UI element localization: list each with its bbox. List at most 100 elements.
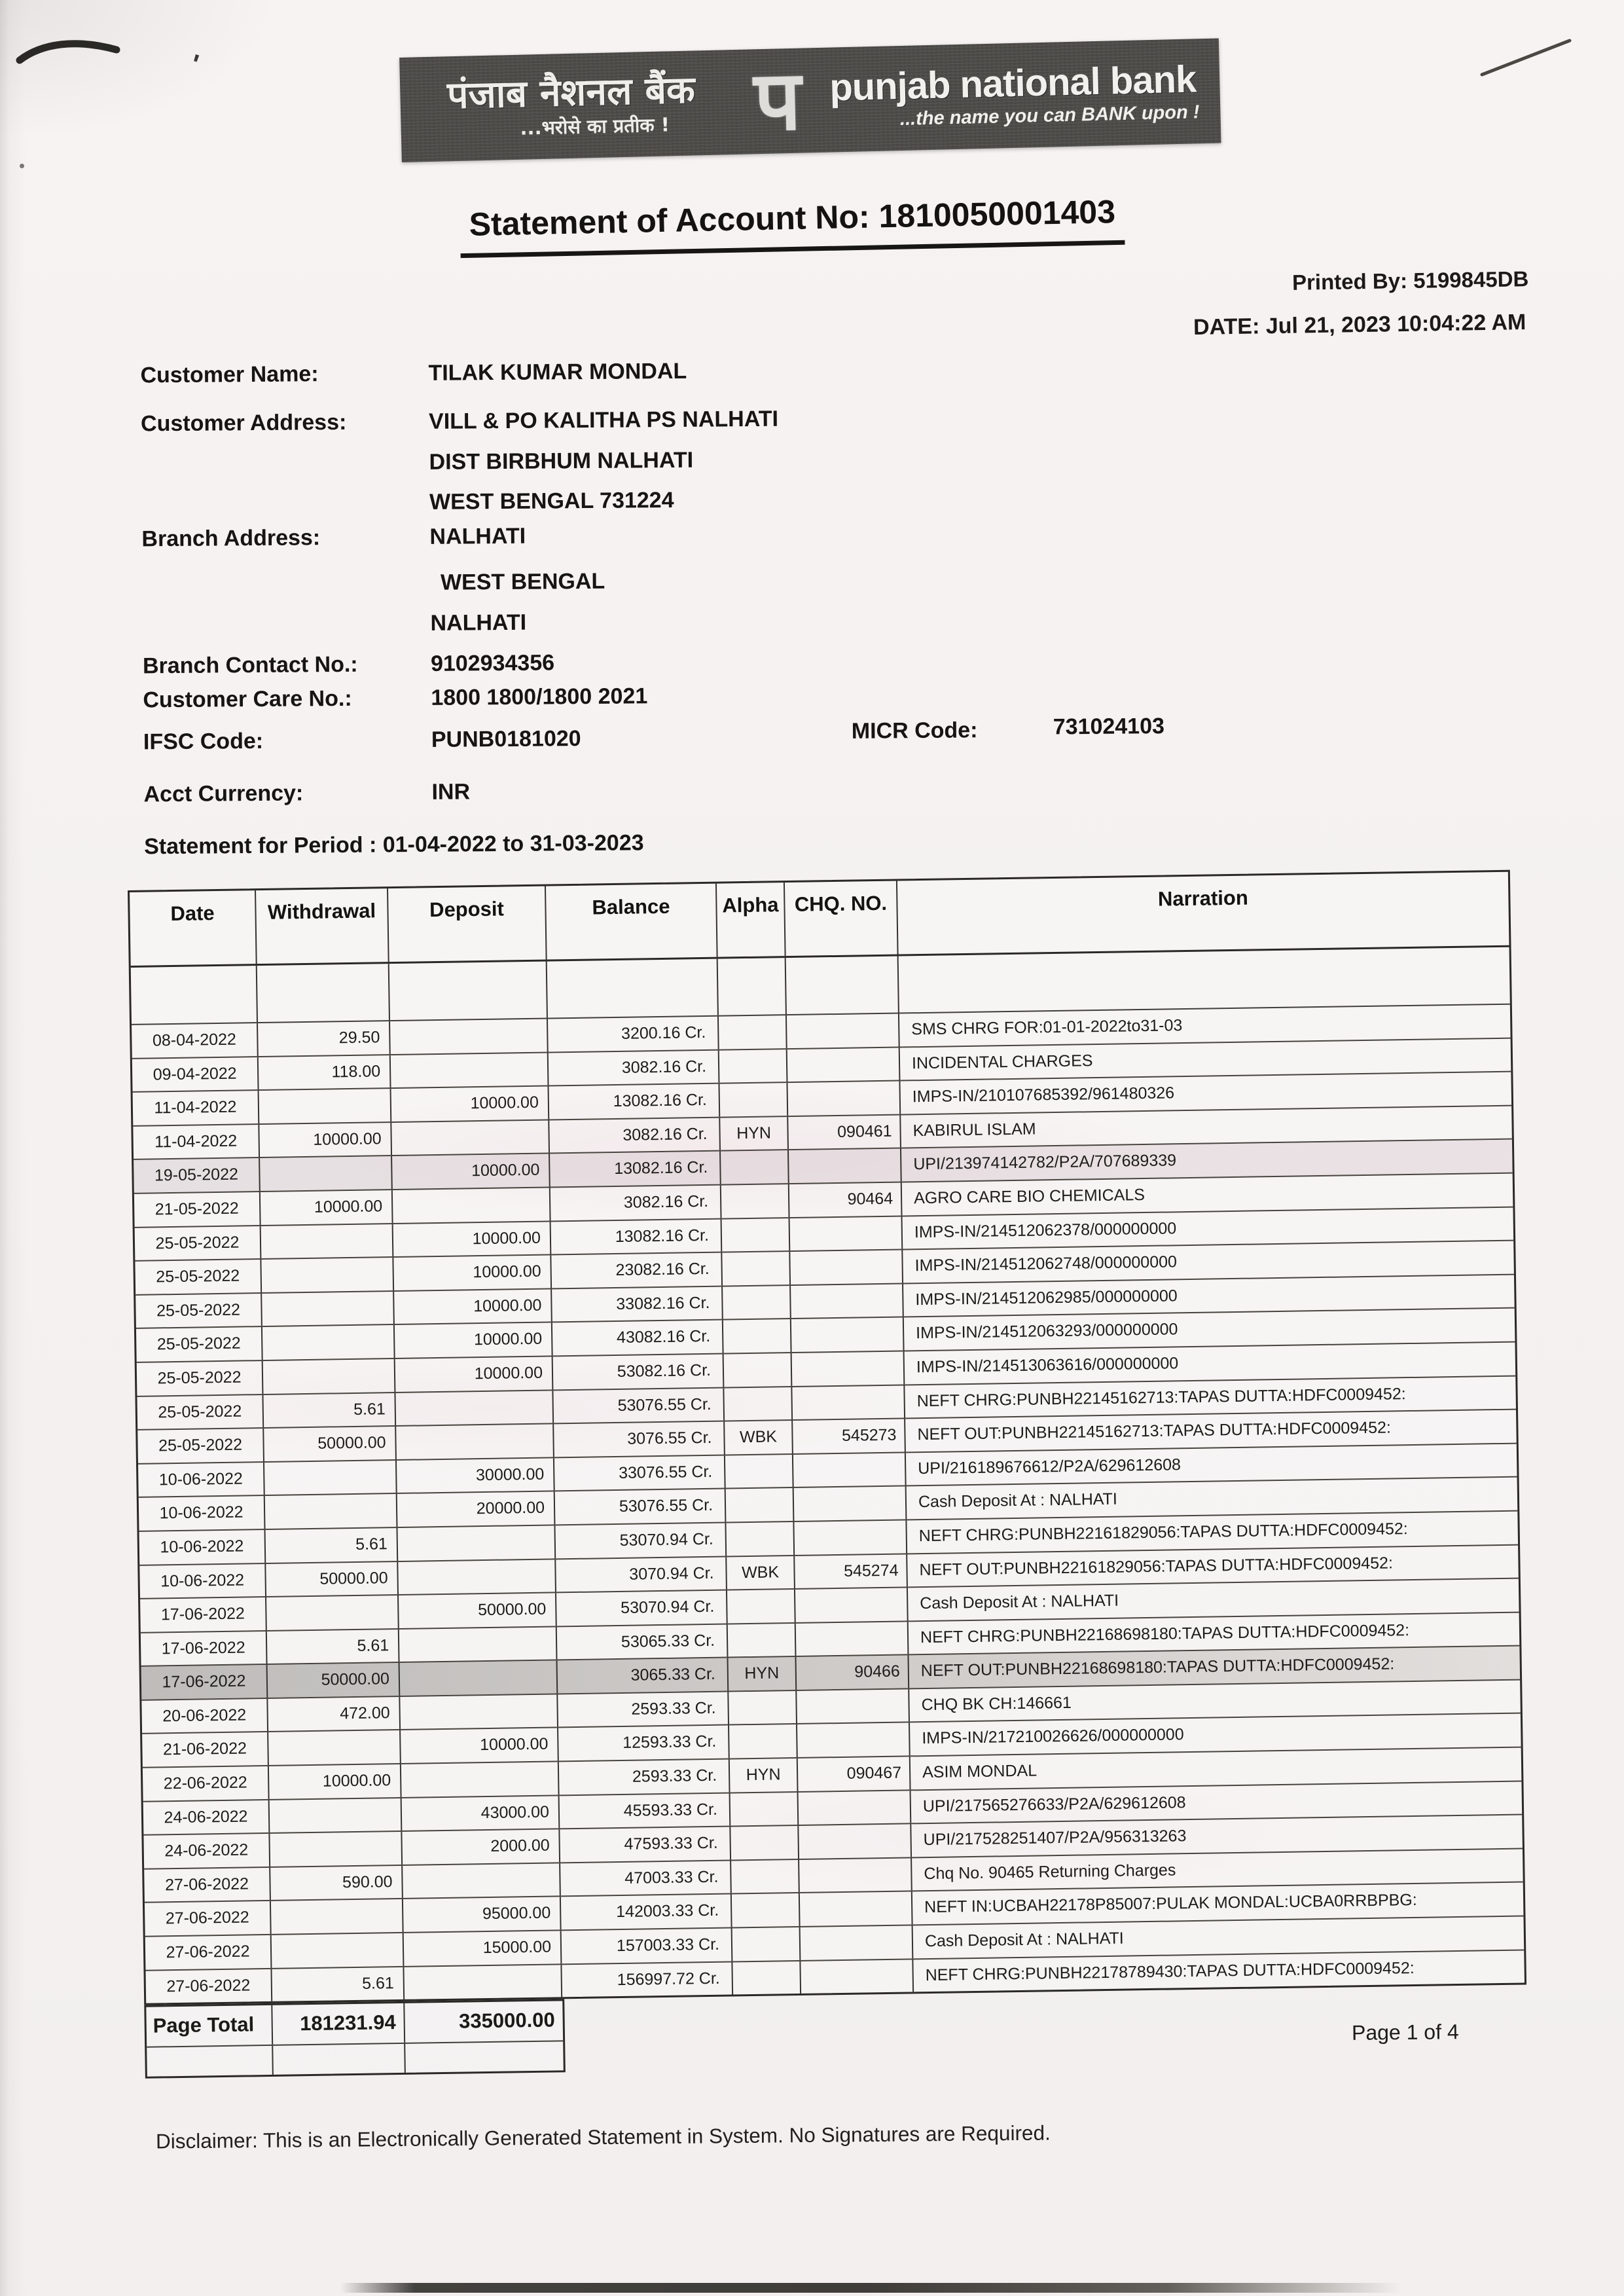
branch-address-label: Branch Address: bbox=[141, 525, 321, 552]
cell-withdrawal bbox=[264, 1494, 398, 1529]
customer-care-value: 1800 1800/1800 2021 bbox=[431, 683, 648, 710]
cell-withdrawal: 472.00 bbox=[268, 1696, 401, 1732]
cell-deposit: 95000.00 bbox=[403, 1897, 562, 1932]
customer-name-value: TILAK KUMAR MONDAL bbox=[428, 358, 687, 386]
cell-balance: 3200.16 Cr. bbox=[547, 1016, 719, 1052]
cell-date: 21-06-2022 bbox=[142, 1732, 269, 1767]
cell-deposit: 43000.00 bbox=[401, 1796, 560, 1831]
cell-alpha bbox=[731, 1826, 800, 1860]
header-date: Date bbox=[130, 890, 257, 966]
cell-chq-no bbox=[786, 1013, 900, 1048]
cell-alpha bbox=[729, 1724, 798, 1758]
cell-deposit bbox=[403, 1863, 561, 1899]
cell-date: 19-05-2022 bbox=[134, 1158, 261, 1193]
cell-deposit bbox=[396, 1424, 554, 1459]
cell-alpha bbox=[727, 1590, 796, 1624]
cell-date: 25-05-2022 bbox=[135, 1327, 263, 1362]
cell-alpha bbox=[724, 1387, 793, 1421]
cell-alpha bbox=[723, 1319, 792, 1353]
cell-balance: 156997.72 Cr. bbox=[562, 1962, 734, 1997]
cell-withdrawal bbox=[261, 1224, 394, 1259]
cell-chq-no: 90464 bbox=[789, 1182, 903, 1217]
cell-balance: 23082.16 Cr. bbox=[551, 1252, 723, 1288]
cell-date: 27-06-2022 bbox=[145, 1935, 272, 1970]
table-sheet: Date Withdrawal Deposit Balance Alpha CH… bbox=[128, 869, 1528, 2079]
cell-date: 25-05-2022 bbox=[136, 1360, 264, 1396]
customer-care-label: Customer Care No.: bbox=[143, 685, 352, 713]
cell-alpha: HYN bbox=[720, 1116, 789, 1150]
customer-name-label: Customer Name: bbox=[140, 361, 319, 388]
cell-chq-no bbox=[801, 1959, 914, 1994]
cell-balance: 33076.55 Cr. bbox=[554, 1455, 726, 1491]
cell-deposit bbox=[390, 1053, 549, 1088]
cell-chq-no: 090467 bbox=[797, 1757, 911, 1791]
cell-alpha bbox=[731, 1893, 801, 1927]
cell-alpha: HYN bbox=[728, 1657, 797, 1691]
cell-withdrawal bbox=[270, 1899, 404, 1934]
cell-chq-no bbox=[789, 1216, 903, 1251]
cell-balance: 33082.16 Cr. bbox=[552, 1286, 723, 1322]
cell-withdrawal bbox=[262, 1358, 396, 1394]
cell-withdrawal: 50000.00 bbox=[264, 1427, 397, 1461]
cell-deposit: 50000.00 bbox=[399, 1593, 557, 1628]
cell-withdrawal: 5.61 bbox=[263, 1393, 397, 1428]
cell-chq-no bbox=[791, 1317, 905, 1352]
cell-alpha bbox=[725, 1488, 795, 1522]
cell-alpha bbox=[731, 1859, 800, 1893]
cell-chq-no bbox=[798, 1791, 912, 1825]
cell-withdrawal: 50000.00 bbox=[267, 1663, 401, 1698]
branch-contact-label: Branch Contact No.: bbox=[142, 651, 358, 679]
cell-alpha bbox=[721, 1218, 791, 1252]
header-withdrawal: Withdrawal bbox=[256, 888, 389, 964]
cell-date: 27-06-2022 bbox=[145, 1969, 273, 2003]
cell-alpha bbox=[719, 1083, 789, 1117]
cell-date: 17-06-2022 bbox=[141, 1665, 268, 1700]
cell-deposit bbox=[401, 1762, 560, 1797]
cell-chq-no: 090461 bbox=[788, 1115, 901, 1150]
cell-date: 09-04-2022 bbox=[132, 1057, 259, 1092]
cell-alpha bbox=[722, 1252, 791, 1286]
cell-chq-no bbox=[787, 1048, 901, 1082]
cell-chq-no bbox=[789, 1148, 902, 1184]
cell-date: 17-06-2022 bbox=[140, 1597, 267, 1632]
cell-withdrawal: 5.61 bbox=[272, 1967, 405, 2002]
cell-balance: 53065.33 Cr. bbox=[556, 1624, 729, 1660]
cell-date: 25-05-2022 bbox=[134, 1226, 262, 1261]
cell-date: 25-05-2022 bbox=[137, 1394, 264, 1429]
cell-alpha bbox=[729, 1690, 797, 1724]
page-total-box: Page Total 181231.94 335000.00 bbox=[144, 1999, 566, 2079]
cell-chq-no bbox=[797, 1689, 910, 1724]
cell-deposit bbox=[397, 1525, 556, 1561]
customer-address-line-1: VILL & PO KALITHA PS NALHATI bbox=[428, 406, 779, 434]
cell-deposit bbox=[404, 1964, 563, 2000]
cell-balance: 157003.33 Cr. bbox=[561, 1928, 733, 1963]
cell-deposit bbox=[399, 1627, 558, 1662]
cell-deposit bbox=[400, 1694, 559, 1730]
cell-deposit: 10000.00 bbox=[401, 1728, 559, 1764]
cell-alpha bbox=[721, 1150, 789, 1184]
cell-balance: 45593.33 Cr. bbox=[559, 1793, 731, 1829]
cell-balance: 3076.55 Cr. bbox=[554, 1421, 725, 1457]
table-rows: 08-04-2022 29.50 3200.16 Cr. SMS CHRG FOR:0… bbox=[132, 1004, 1525, 2003]
page-total-deposit: 335000.00 bbox=[458, 2008, 555, 2033]
cell-chq-no bbox=[795, 1588, 909, 1622]
cell-date: 25-05-2022 bbox=[135, 1260, 262, 1294]
customer-address-line-2: DIST BIRBHUM NALHATI bbox=[429, 447, 694, 475]
cell-withdrawal: 118.00 bbox=[258, 1055, 391, 1090]
ifsc-value: PUNB0181020 bbox=[431, 726, 581, 752]
cell-deposit bbox=[390, 1019, 549, 1054]
cell-withdrawal bbox=[264, 1460, 397, 1495]
cell-withdrawal bbox=[266, 1595, 399, 1630]
cell-date: 11-04-2022 bbox=[132, 1091, 260, 1125]
cell-chq-no bbox=[792, 1385, 906, 1420]
cell-deposit: 30000.00 bbox=[396, 1458, 555, 1493]
cell-chq-no bbox=[797, 1722, 911, 1758]
cell-withdrawal: 10000.00 bbox=[260, 1190, 393, 1225]
customer-address-label: Customer Address: bbox=[140, 409, 347, 437]
cell-withdrawal: 5.61 bbox=[266, 1629, 400, 1664]
cell-alpha: HYN bbox=[729, 1758, 799, 1793]
header-deposit: Deposit bbox=[388, 886, 547, 962]
cell-chq-no bbox=[795, 1622, 909, 1656]
cell-withdrawal bbox=[268, 1730, 401, 1766]
